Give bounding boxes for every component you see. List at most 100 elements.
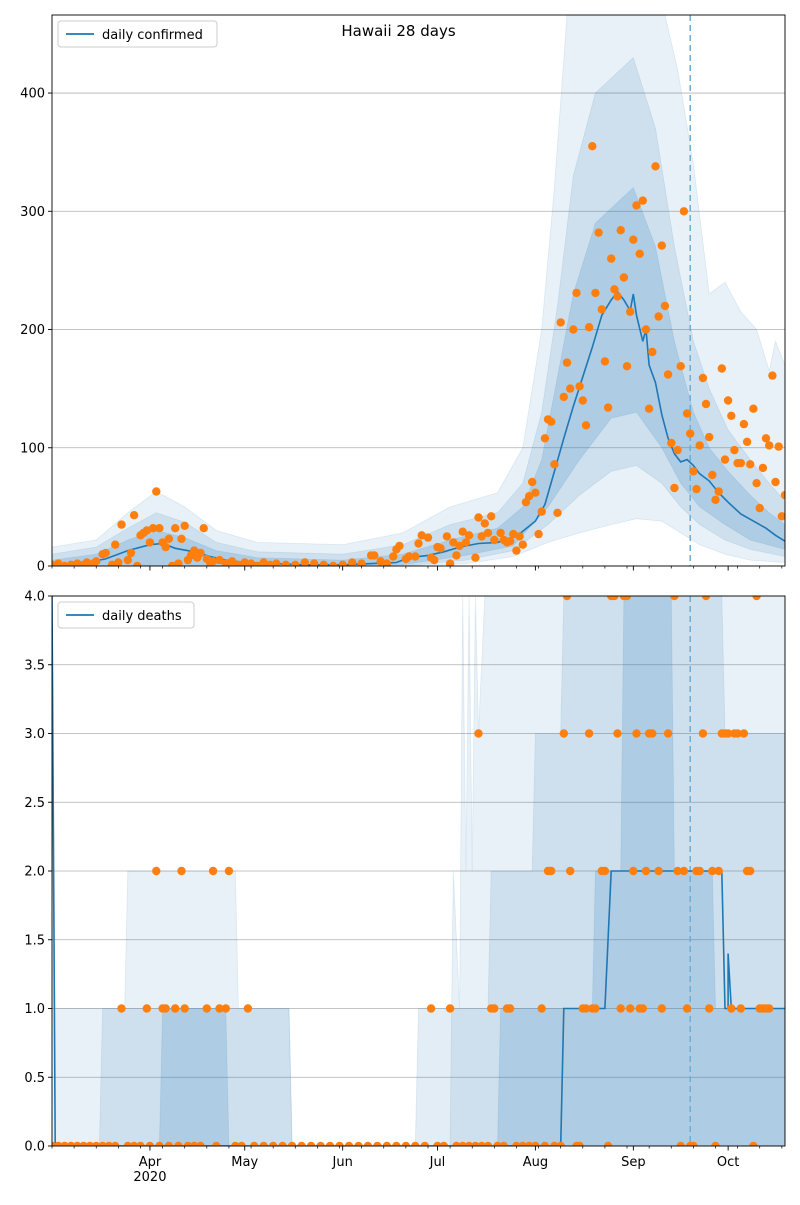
data-point <box>566 866 575 876</box>
data-point <box>272 559 281 566</box>
data-point <box>474 729 483 738</box>
data-point <box>196 548 205 558</box>
data-point <box>613 729 622 738</box>
data-point <box>578 396 587 405</box>
data-point <box>246 559 256 566</box>
uncertainty-band-2 <box>52 56 785 566</box>
data-point <box>749 1141 758 1146</box>
data-point <box>215 555 224 565</box>
data-point <box>749 404 758 413</box>
data-point <box>496 528 505 538</box>
data-point <box>445 1004 455 1013</box>
data-point <box>752 479 761 488</box>
data-point <box>581 1004 591 1013</box>
data-point <box>142 1004 151 1013</box>
data-point <box>490 535 499 545</box>
data-point <box>717 364 726 373</box>
data-point <box>635 249 644 258</box>
data-point <box>85 1141 95 1146</box>
data-point <box>177 866 186 876</box>
data-point <box>161 542 170 552</box>
data-point <box>382 559 392 566</box>
data-point <box>603 403 613 412</box>
data-point <box>436 544 445 553</box>
data-point <box>610 596 619 601</box>
data-point <box>518 1141 527 1146</box>
data-point <box>171 524 180 533</box>
data-point <box>357 559 366 566</box>
data-point <box>663 729 673 738</box>
data-point <box>689 467 698 476</box>
data-point <box>651 162 660 171</box>
data-point <box>426 1004 436 1013</box>
data-point <box>531 488 540 497</box>
data-point <box>401 1141 411 1146</box>
data-point <box>616 1004 625 1013</box>
data-point <box>641 866 651 876</box>
data-point <box>212 1141 221 1146</box>
data-point <box>698 729 708 738</box>
data-point <box>673 866 682 876</box>
data-point <box>487 512 496 521</box>
y-tick-label: 100 <box>20 441 45 456</box>
data-point <box>632 201 641 210</box>
data-point <box>278 1141 287 1146</box>
data-point <box>742 437 752 446</box>
data-point <box>208 866 218 876</box>
data-point <box>648 729 657 738</box>
data-point <box>129 1141 139 1146</box>
data-point <box>626 1004 635 1013</box>
data-point <box>572 288 581 298</box>
y-tick-label: 3.5 <box>24 658 45 673</box>
data-point <box>382 1141 392 1146</box>
data-point <box>493 1141 502 1146</box>
data-point <box>619 273 629 282</box>
data-point <box>509 529 518 539</box>
data-point <box>54 559 63 566</box>
data-point <box>145 1141 155 1146</box>
data-point <box>180 1004 189 1013</box>
data-point <box>234 560 243 566</box>
data-point <box>411 1141 420 1146</box>
data-point <box>663 370 673 379</box>
data-point <box>569 325 578 334</box>
data-point <box>338 560 347 566</box>
data-point <box>445 559 455 566</box>
data-point <box>629 866 638 876</box>
y-tick-label: 1.0 <box>24 1002 45 1017</box>
data-point <box>477 532 486 541</box>
data-point <box>540 434 550 443</box>
data-point <box>237 1141 246 1146</box>
data-point <box>316 1141 325 1146</box>
data-point <box>196 1141 205 1146</box>
data-point <box>723 729 733 738</box>
data-point <box>161 1004 170 1013</box>
data-point <box>114 558 123 566</box>
data-point <box>730 445 739 455</box>
data-point <box>692 484 701 494</box>
data-point <box>129 511 139 520</box>
x-tick-year: 2020 <box>133 1170 166 1185</box>
data-point <box>164 534 174 543</box>
data-point <box>727 411 736 420</box>
data-point <box>449 538 458 547</box>
y-tick-label: 300 <box>20 205 45 220</box>
data-point <box>148 524 158 533</box>
y-tick-label: 3.0 <box>24 727 45 742</box>
data-point <box>626 307 635 316</box>
data-point <box>354 1141 363 1146</box>
data-point <box>581 421 591 430</box>
data-point <box>660 301 670 311</box>
data-point <box>215 1004 224 1013</box>
data-point <box>329 561 338 566</box>
data-point <box>92 1141 101 1146</box>
data-point <box>92 557 101 566</box>
data-point <box>420 1141 429 1146</box>
data-point <box>682 1004 692 1013</box>
data-point <box>505 537 515 546</box>
data-point <box>123 1141 132 1146</box>
data-point <box>701 399 711 409</box>
data-point <box>622 596 632 601</box>
data-point <box>780 490 785 500</box>
